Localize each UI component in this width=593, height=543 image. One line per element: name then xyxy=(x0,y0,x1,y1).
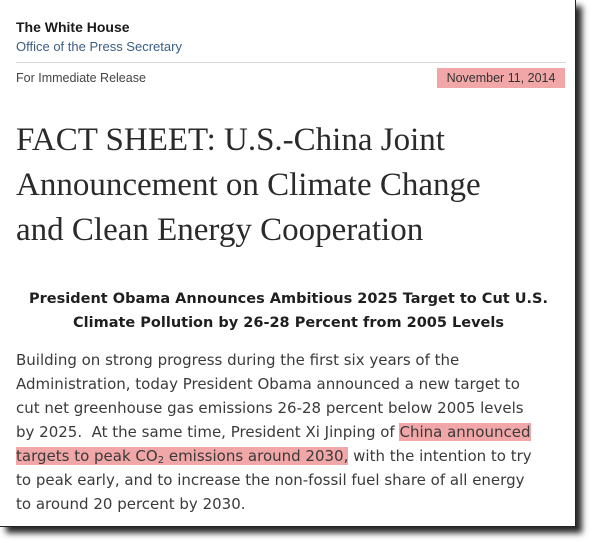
body-line: Administration, today President Obama an… xyxy=(16,375,520,393)
subtitle-line: President Obama Announces Ambitious 2025… xyxy=(29,291,548,307)
office-link[interactable]: Office of the Press Secretary xyxy=(16,39,182,54)
divider xyxy=(16,62,566,63)
body-line: targets to peak CO2 emissions around 203… xyxy=(16,444,568,468)
title-line: and Clean Energy Cooperation xyxy=(16,212,424,248)
highlighted-text-segment: targets to peak CO xyxy=(16,447,158,465)
release-label: For Immediate Release xyxy=(16,71,146,85)
body-text-segment: by 2025. At the same time, President Xi … xyxy=(16,423,400,441)
subtitle: President Obama Announces Ambitious 2025… xyxy=(16,287,561,335)
page-title: FACT SHEET: U.S.-China Joint Announcemen… xyxy=(16,118,561,253)
title-line: FACT SHEET: U.S.-China Joint xyxy=(16,122,445,158)
subtitle-line: Climate Pollution by 26-28 Percent from … xyxy=(73,315,504,331)
body-line: by 2025. At the same time, President Xi … xyxy=(16,420,568,444)
body-line: cut net greenhouse gas emissions 26-28 p… xyxy=(16,399,524,417)
body-text-segment: with the intention to try xyxy=(348,447,532,465)
title-line: Announcement on Climate Change xyxy=(16,167,481,203)
highlighted-text-segment: emissions around 2030, xyxy=(164,447,349,465)
highlighted-text: China announced xyxy=(399,423,531,441)
body-paragraph: Building on strong progress during the f… xyxy=(16,348,568,516)
body-line: to peak early, and to increase the non-f… xyxy=(16,471,525,489)
highlighted-text: targets to peak CO2 emissions around 203… xyxy=(16,447,349,466)
body-line: to around 20 percent by 2030. xyxy=(16,495,246,513)
brand-name[interactable]: The White House xyxy=(16,19,130,35)
subscript-two: 2 xyxy=(157,455,165,466)
body-line: Building on strong progress during the f… xyxy=(16,351,460,369)
press-release-page: The White House Office of the Press Secr… xyxy=(0,0,576,527)
release-date: November 11, 2014 xyxy=(437,68,565,88)
